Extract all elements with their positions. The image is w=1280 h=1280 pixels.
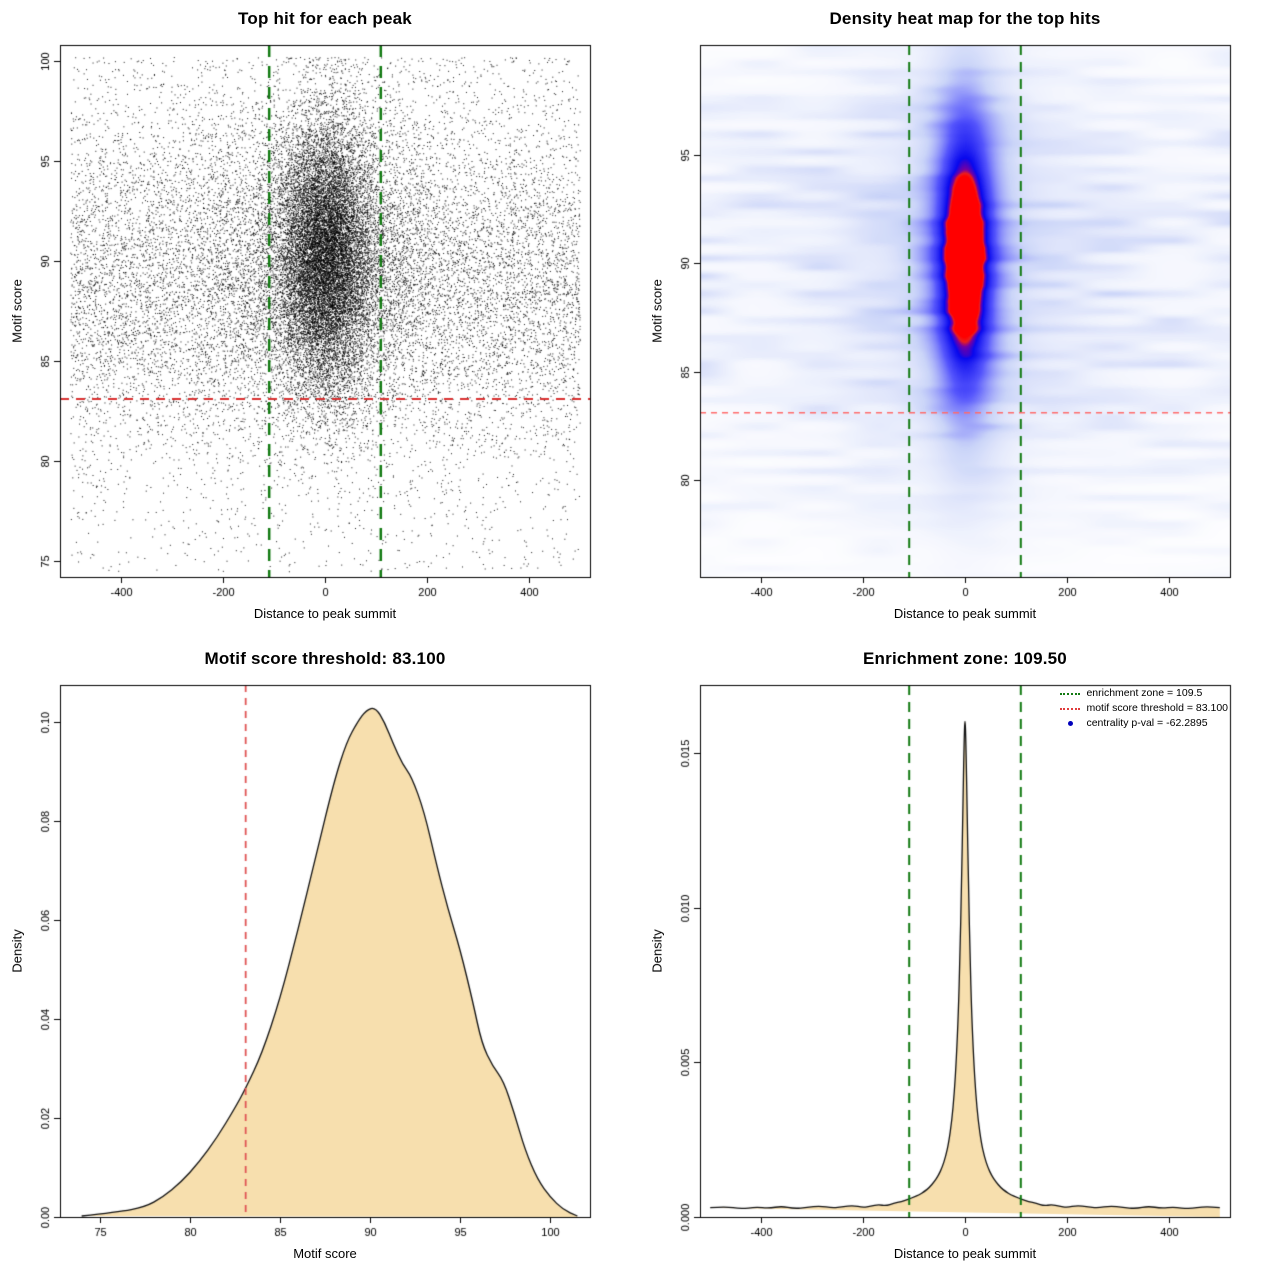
- heatmap-canvas: [640, 0, 1280, 640]
- x-axis-label: Distance to peak summit: [253, 606, 397, 621]
- legend-item: centrality p-val = -62.2895: [1060, 716, 1228, 731]
- chart-title: Motif score threshold: 83.100: [204, 649, 446, 668]
- chart-title: Enrichment zone: 109.50: [863, 649, 1067, 668]
- scatter-plot-canvas: [0, 0, 640, 640]
- chart-title: Density heat map for the top hits: [829, 9, 1101, 28]
- y-axis-label: Motif score: [9, 279, 25, 343]
- legend-dotted-line-icon: [1060, 707, 1081, 710]
- x-axis-label: Distance to peak summit: [893, 606, 1037, 621]
- x-axis-label: Motif score: [293, 1246, 357, 1261]
- y-axis-label: Density: [649, 929, 665, 973]
- chart-title: Top hit for each peak: [238, 9, 412, 28]
- distance-density-canvas: [640, 640, 1280, 1280]
- legend-dotted-line-icon: [1060, 692, 1081, 695]
- panel-motif-score-density: Motif score threshold: 83.100 Motif scor…: [0, 640, 640, 1280]
- legend-item: enrichment zone = 109.5: [1060, 686, 1228, 701]
- legend-point-icon: [1060, 721, 1080, 726]
- legend-label: centrality p-val = -62.2895: [1086, 717, 1208, 729]
- y-axis-label: Density: [9, 929, 25, 973]
- panel-top-hits-scatter: Top hit for each peak Distance to peak s…: [0, 0, 640, 640]
- legend-box: enrichment zone = 109.5 motif score thres…: [1060, 686, 1228, 731]
- panel-density-heatmap: Density heat map for the top hits Distan…: [640, 0, 1280, 640]
- score-density-canvas: [0, 640, 640, 1280]
- legend-item: motif score threshold = 83.100: [1060, 701, 1228, 716]
- legend-label: motif score threshold = 83.100: [1086, 702, 1228, 714]
- x-axis-label: Distance to peak summit: [893, 1246, 1037, 1261]
- legend-label: enrichment zone = 109.5: [1086, 687, 1203, 699]
- y-axis-label: Motif score: [649, 279, 665, 343]
- panel-distance-density: Enrichment zone: 109.50 Distance to peak…: [640, 640, 1280, 1280]
